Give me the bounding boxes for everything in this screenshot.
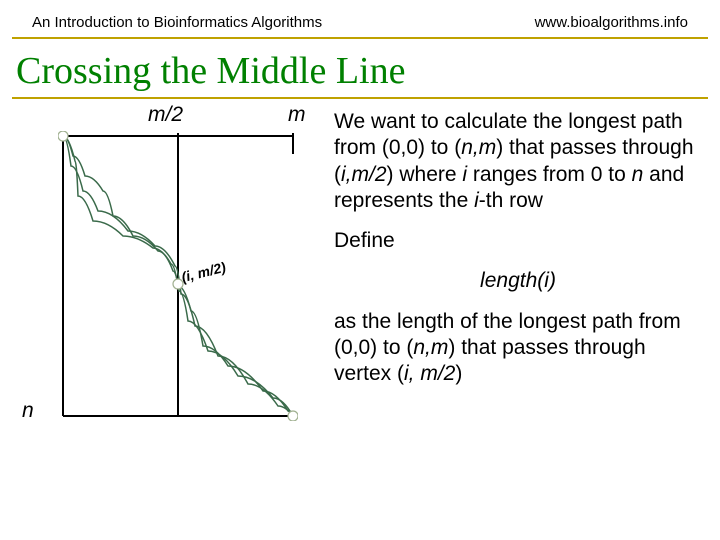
label-m-half: m/2 xyxy=(148,103,183,127)
text-column: We want to calculate the longest path fr… xyxy=(328,109,702,469)
page-title: Crossing the Middle Line xyxy=(12,47,720,97)
paragraph-1: We want to calculate the longest path fr… xyxy=(334,109,702,214)
header-left: An Introduction to Bioinformatics Algori… xyxy=(32,14,322,31)
header: An Introduction to Bioinformatics Algori… xyxy=(0,0,720,37)
header-right: www.bioalgorithms.info xyxy=(535,14,688,31)
content: m/2 m n (i, m/2) We want to calculate th… xyxy=(0,99,720,469)
diagram-column: m/2 m n (i, m/2) xyxy=(18,109,328,469)
title-wrap: Crossing the Middle Line xyxy=(0,39,720,97)
length-expression: length(i) xyxy=(334,268,702,294)
label-n: n xyxy=(22,399,34,423)
paragraph-2: as the length of the longest path from (… xyxy=(334,309,702,388)
label-m: m xyxy=(288,103,306,127)
define-label: Define xyxy=(334,228,702,254)
grid-diagram xyxy=(58,131,298,421)
